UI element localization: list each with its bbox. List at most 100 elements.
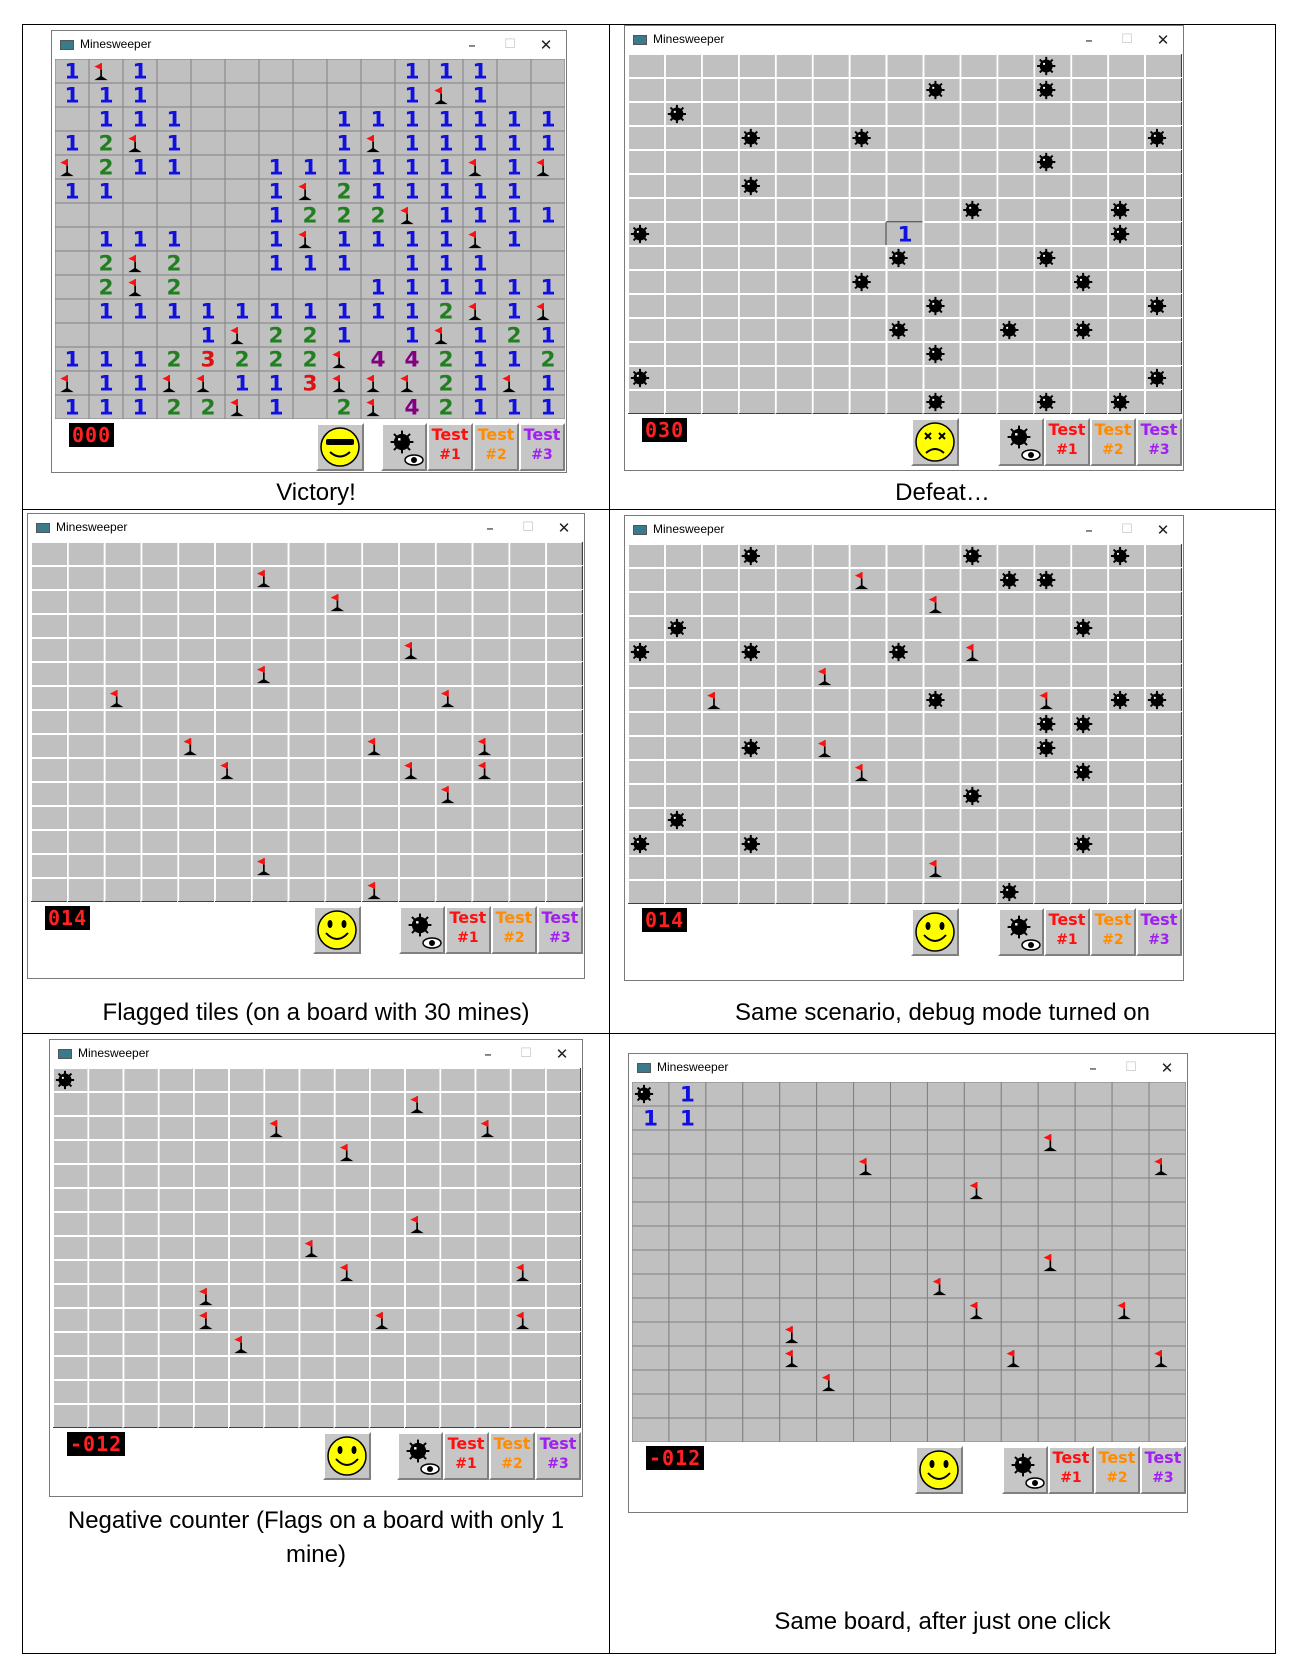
tile[interactable] (1144, 268, 1182, 295)
tile[interactable] (1074, 1177, 1113, 1203)
tile[interactable] (996, 77, 1036, 104)
tile[interactable] (103, 876, 143, 902)
tile[interactable] (922, 544, 962, 570)
tile[interactable] (663, 173, 703, 200)
tile[interactable] (1074, 1153, 1113, 1179)
tile[interactable] (885, 292, 925, 319)
tile[interactable] (462, 202, 498, 228)
tile[interactable] (737, 149, 777, 176)
tile[interactable] (811, 388, 851, 414)
tile[interactable] (434, 804, 474, 831)
tile[interactable] (848, 854, 888, 881)
tile[interactable] (1148, 1417, 1186, 1442)
tile[interactable] (1148, 1249, 1186, 1275)
tile[interactable] (224, 178, 260, 204)
tile[interactable] (55, 226, 90, 252)
tile[interactable] (1033, 830, 1073, 857)
tile[interactable] (394, 298, 430, 324)
tile[interactable] (1070, 77, 1110, 104)
tile[interactable] (1144, 878, 1182, 904)
tile[interactable] (53, 1403, 90, 1428)
tile[interactable] (544, 1235, 581, 1261)
tile[interactable] (628, 388, 666, 414)
tile[interactable] (628, 711, 666, 737)
tile[interactable] (263, 1163, 301, 1189)
tile[interactable] (628, 101, 666, 128)
tile[interactable] (192, 1355, 230, 1381)
tile[interactable] (157, 1115, 195, 1141)
tile[interactable] (508, 685, 548, 712)
tile[interactable] (700, 221, 740, 247)
tile[interactable] (1000, 1321, 1039, 1347)
tile[interactable] (31, 661, 69, 688)
tile[interactable] (811, 316, 851, 343)
tile[interactable] (1144, 663, 1182, 690)
tile[interactable] (1037, 1345, 1076, 1371)
tile[interactable] (1144, 782, 1182, 809)
test-button-2[interactable]: Test #2 (489, 1432, 535, 1480)
tile[interactable] (996, 244, 1036, 271)
tile[interactable] (122, 1068, 160, 1093)
tile[interactable] (394, 274, 430, 300)
tile[interactable] (663, 711, 703, 737)
tile[interactable] (811, 591, 851, 618)
tile[interactable] (853, 1082, 892, 1107)
tile[interactable] (959, 758, 999, 785)
tile[interactable] (292, 226, 328, 252)
tile[interactable] (1144, 639, 1182, 666)
flag-icon[interactable] (257, 857, 271, 876)
tile[interactable] (103, 542, 143, 568)
tile[interactable] (66, 780, 106, 807)
tile[interactable] (663, 54, 703, 80)
tile[interactable] (959, 878, 999, 904)
tile[interactable] (848, 711, 888, 737)
tile[interactable] (471, 685, 511, 712)
tile[interactable] (103, 804, 143, 831)
tile[interactable] (811, 758, 851, 785)
tile[interactable] (213, 637, 253, 664)
tile[interactable] (632, 1345, 670, 1371)
tile[interactable] (628, 149, 666, 176)
tile[interactable] (1144, 615, 1182, 642)
tile[interactable] (156, 274, 192, 300)
tile[interactable] (1037, 1297, 1076, 1323)
tile[interactable] (434, 780, 474, 807)
tile[interactable] (508, 565, 548, 592)
tile[interactable] (434, 876, 474, 902)
tile[interactable] (811, 101, 851, 128)
tile[interactable] (87, 1403, 125, 1428)
tile[interactable] (700, 567, 740, 594)
tile[interactable] (250, 661, 290, 688)
tile[interactable] (1144, 830, 1182, 857)
tile[interactable] (87, 1163, 125, 1189)
tile[interactable] (190, 322, 226, 348)
tile[interactable] (926, 1321, 965, 1347)
tile[interactable] (1070, 734, 1110, 761)
tile[interactable] (1033, 173, 1073, 200)
tile[interactable] (1148, 1345, 1186, 1371)
flag-icon[interactable] (969, 1181, 984, 1200)
tile[interactable] (632, 1129, 670, 1155)
tile[interactable] (192, 1187, 230, 1213)
tile[interactable] (66, 637, 106, 664)
flag-icon[interactable] (477, 737, 492, 756)
tile[interactable] (1037, 1273, 1076, 1299)
tile[interactable] (737, 878, 777, 904)
tile[interactable] (996, 268, 1036, 295)
tile[interactable] (1144, 758, 1182, 785)
tile[interactable] (140, 565, 180, 592)
tile[interactable] (508, 852, 548, 879)
tile[interactable] (509, 1355, 547, 1381)
tile[interactable] (742, 1297, 781, 1323)
tile[interactable] (959, 567, 999, 594)
tile[interactable] (816, 1177, 855, 1203)
tile[interactable] (1033, 197, 1073, 224)
tile[interactable] (1037, 1082, 1076, 1107)
tile[interactable] (628, 268, 666, 295)
tile[interactable] (122, 202, 158, 228)
flag-icon[interactable] (1154, 1349, 1168, 1368)
tile[interactable] (1148, 1105, 1186, 1131)
tile[interactable] (774, 388, 814, 414)
tile[interactable] (700, 878, 740, 904)
tile[interactable] (811, 268, 851, 295)
